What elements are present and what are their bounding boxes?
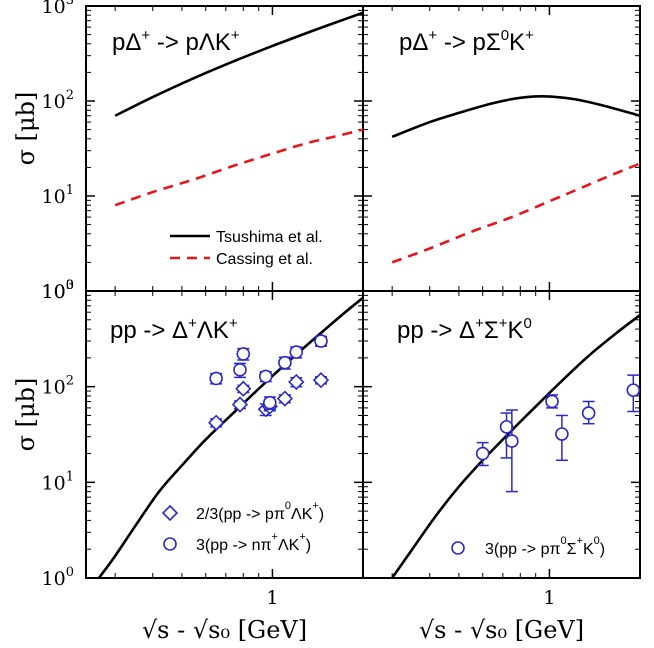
x-tick-label: 1 [543, 587, 555, 609]
y-tick-label: 100 [42, 278, 74, 303]
data-point-diamond [312, 372, 330, 389]
legend-label-diamond: 2/3(pp -> pπ0ΛK+) [196, 500, 324, 523]
data-point-circle [626, 383, 640, 397]
series-line-top-left-1 [114, 128, 363, 207]
data-point-circle [233, 363, 247, 377]
data-point-circle [581, 406, 596, 420]
y-tick-label: 101 [42, 469, 74, 494]
data-point-diamond [235, 380, 252, 397]
panel-title-top-right: pΔ+ -> pΣ0K+ [399, 27, 534, 56]
data-point-diamond [208, 414, 225, 431]
series-line-top-right-1 [391, 162, 640, 264]
data-point-circle [475, 446, 490, 461]
data-point-circle [236, 347, 251, 361]
data-point-circle [314, 334, 328, 348]
data-point-diamond [276, 390, 294, 407]
data-point-circle [505, 434, 519, 448]
panel-series-bottom-left [97, 296, 363, 578]
legend-label-cassing: Cassing et al. [216, 251, 313, 268]
y-tick-label: 103 [42, 278, 74, 303]
data-point-circle [258, 369, 273, 384]
legend-marker-circle-sigma [451, 541, 465, 555]
x-tick-label: 1 [266, 587, 278, 609]
series-line-top-left-0 [114, 11, 363, 117]
series-line-top-right-0 [391, 94, 640, 139]
data-point-circle [555, 427, 569, 441]
x-axis-label: √s - √s₀ [GeV] [142, 616, 307, 644]
panel-frame-bottom-right [362, 290, 641, 579]
y-tick-label: 102 [42, 88, 74, 113]
y-tick-label: 101 [42, 183, 74, 208]
data-point-circle [263, 395, 277, 410]
series-layer [97, 11, 640, 578]
data-point-circle [499, 420, 514, 434]
y-tick-label: 102 [42, 374, 74, 399]
panel-series-top-left [114, 11, 363, 207]
panel-title-top-left: pΔ+ -> pΛK+ [112, 27, 240, 56]
axis-ticks [86, 5, 641, 579]
legend-marker-circle [163, 537, 177, 551]
panel-series-bottom-right [391, 314, 640, 578]
data-point-circle [289, 345, 304, 359]
y-tick-label: 100 [42, 565, 74, 590]
legend-marker-diamond [161, 504, 179, 522]
y-axis-label: σ [μb] [12, 378, 40, 452]
panel-title-bottom-left: pp -> Δ+ΛK+ [110, 315, 238, 344]
panel-title-bottom-right: pp -> Δ+Σ+K0 [397, 315, 532, 344]
panel-frames [85, 5, 641, 579]
series-line-bottom-right-0 [391, 314, 640, 578]
y-tick-label: 103 [42, 0, 74, 18]
data-point-diamond [288, 373, 305, 391]
data-point-circle [278, 355, 292, 370]
y-axis-label: σ [μb] [12, 92, 40, 166]
data-point-diamond [231, 396, 249, 413]
legend-label-tsushima: Tsushima et al. [216, 229, 323, 246]
panel-series-top-right [391, 94, 640, 264]
data-point-circle [209, 371, 223, 386]
data-point-circle [545, 394, 559, 409]
x-axis-label: √s - √s₀ [GeV] [419, 616, 584, 644]
legend-label-circle-sigma: 3(pp -> pπ0Σ+K0) [485, 535, 605, 558]
legend-label-circle: 3(pp -> nπ+ΛK+) [196, 531, 311, 554]
